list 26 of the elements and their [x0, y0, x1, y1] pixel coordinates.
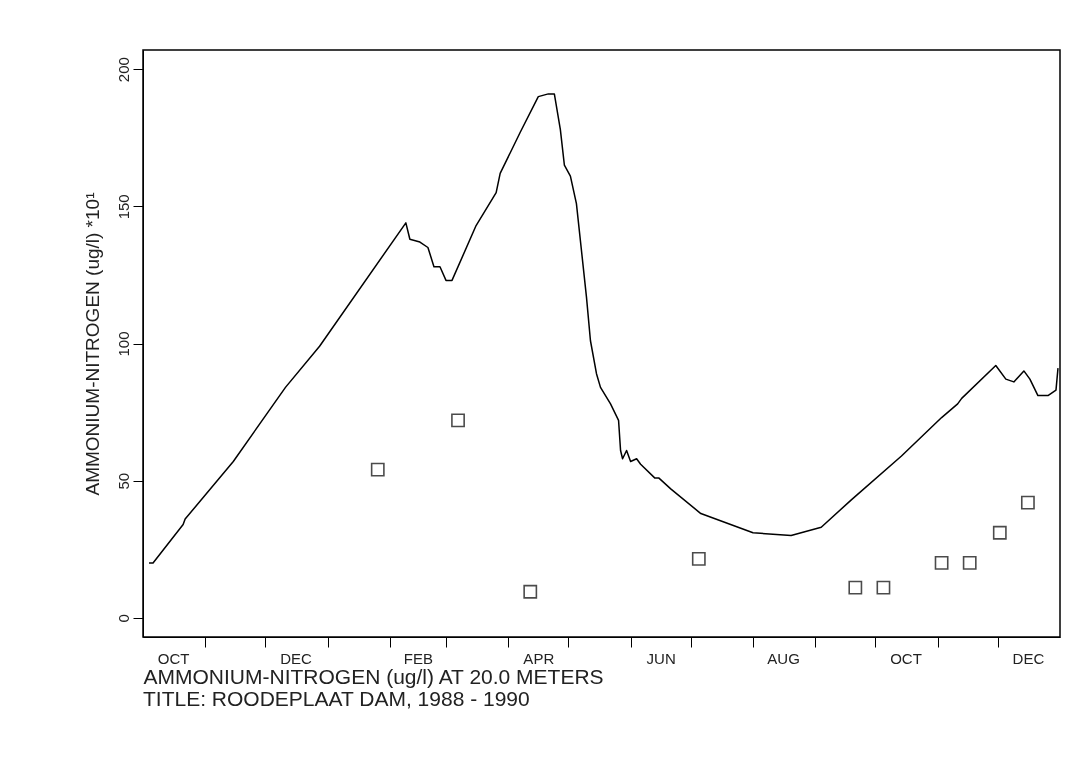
- text: TITLE: ROODEPLAAT DAM, 1988 - 1990: [143, 687, 530, 710]
- point: [848, 580, 863, 595]
- x-tick-label: APR: [523, 649, 555, 667]
- x-tick-label: OCT: [157, 649, 190, 667]
- point: [451, 413, 465, 428]
- x-axis-title: AMMONIUM-NITROGEN (ug/l) AT 20.0 METERS: [143, 664, 604, 688]
- point: [934, 556, 949, 570]
- y-tick-label: 0: [114, 614, 132, 623]
- y-axis-title: AMMONIUM-NITROGEN (ug/l) *10¹: [81, 192, 103, 496]
- x-tick-label: OCT: [890, 649, 922, 667]
- y-tick-label: 100: [114, 331, 132, 357]
- x-tick-label: DEC: [280, 649, 312, 667]
- point: [370, 462, 385, 477]
- x-tick-label: DEC: [1012, 649, 1045, 667]
- x-tick-label: AUG: [767, 649, 800, 667]
- y-tick-label: 150: [114, 194, 132, 220]
- point: [1020, 495, 1035, 510]
- point: [691, 551, 706, 566]
- x-tick-label: JUN: [646, 649, 676, 667]
- point: [876, 580, 891, 595]
- y-tick-label: 50: [114, 472, 132, 490]
- x-tick-label: FEB: [403, 649, 433, 667]
- y-tick-label: 200: [114, 57, 132, 83]
- point: [523, 584, 538, 599]
- point: [992, 525, 1007, 540]
- point: [962, 556, 977, 570]
